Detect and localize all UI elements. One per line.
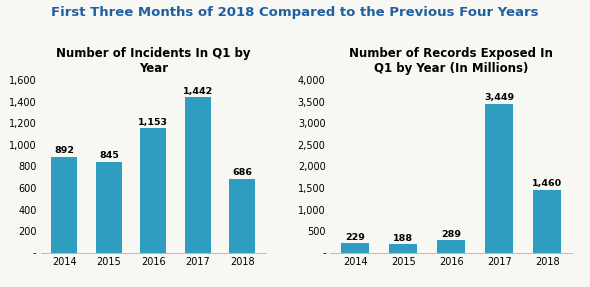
Text: 845: 845: [99, 151, 119, 160]
Bar: [51, 157, 77, 253]
Bar: [533, 190, 561, 253]
Text: 892: 892: [54, 146, 74, 155]
Text: 1,460: 1,460: [532, 179, 562, 188]
Bar: [389, 245, 417, 253]
Bar: [185, 97, 211, 253]
Text: 3,449: 3,449: [484, 93, 514, 102]
Title: Number of Records Exposed In
Q1 by Year (In Millions): Number of Records Exposed In Q1 by Year …: [349, 47, 553, 75]
Text: 1,153: 1,153: [139, 118, 168, 127]
Bar: [486, 104, 513, 253]
Text: 1,442: 1,442: [183, 87, 213, 96]
Title: Number of Incidents In Q1 by
Year: Number of Incidents In Q1 by Year: [56, 47, 251, 75]
Text: 289: 289: [441, 230, 461, 239]
Bar: [342, 243, 369, 253]
Text: First Three Months of 2018 Compared to the Previous Four Years: First Three Months of 2018 Compared to t…: [51, 6, 539, 19]
Bar: [140, 129, 166, 253]
Bar: [437, 240, 466, 253]
Text: 686: 686: [232, 168, 253, 177]
Bar: [230, 179, 255, 253]
Bar: [96, 162, 122, 253]
Text: 188: 188: [394, 234, 414, 243]
Text: 229: 229: [345, 233, 365, 242]
